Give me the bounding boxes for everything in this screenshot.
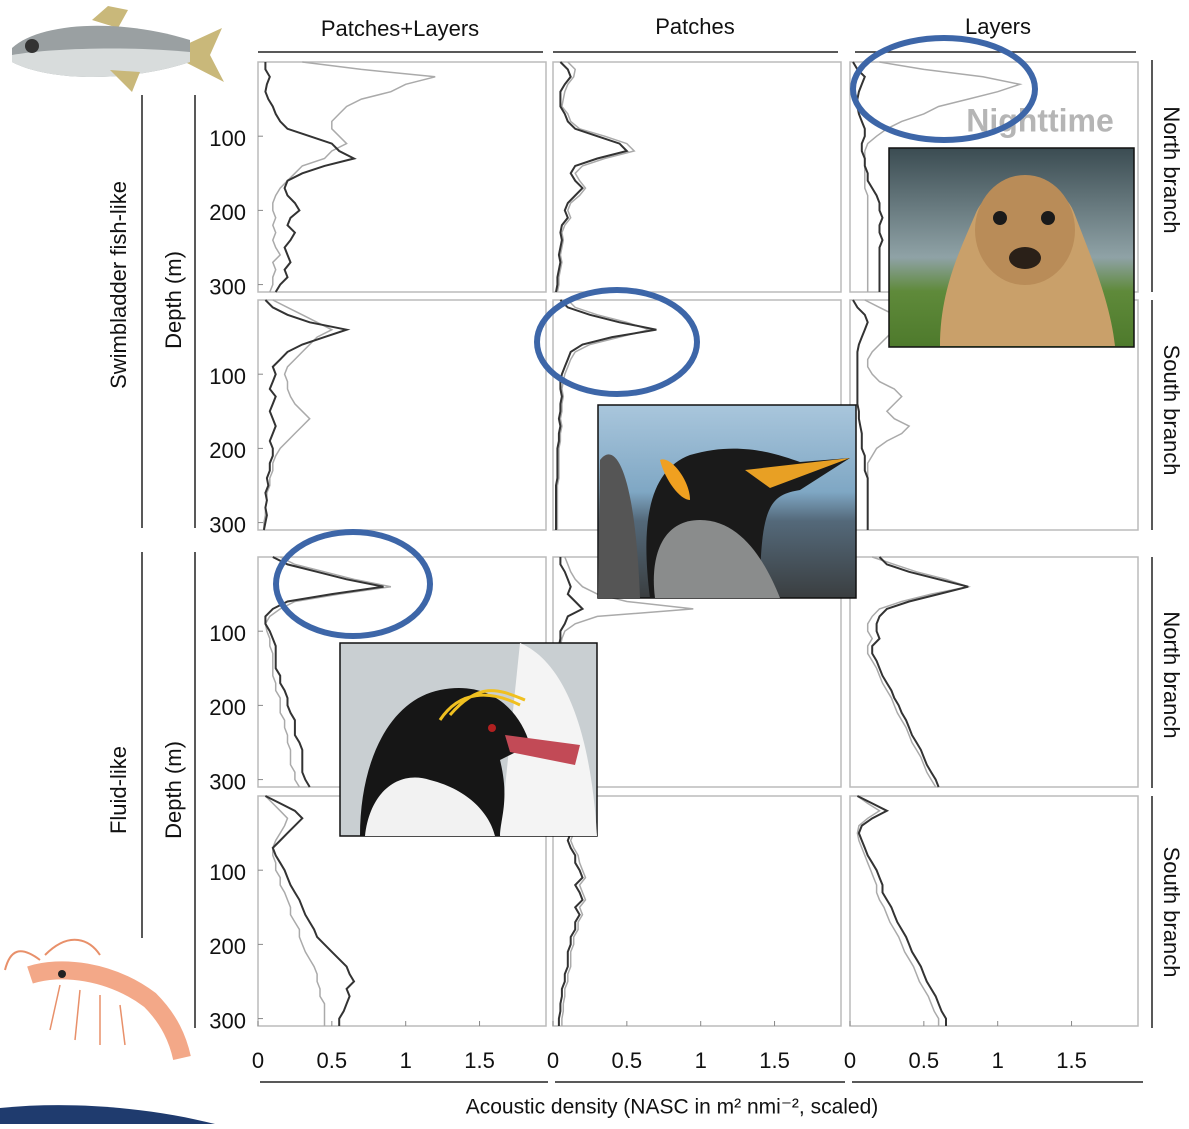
x-tick-label: 0.5 — [317, 1048, 348, 1073]
y-tick-label: 200 — [209, 934, 246, 959]
profile-line — [264, 556, 384, 788]
y-tick-label: 300 — [209, 274, 246, 299]
profile-line — [556, 61, 636, 293]
panel-frame — [552, 61, 842, 293]
profile-line — [852, 299, 869, 530]
profile-line — [871, 556, 969, 788]
profile-line — [263, 299, 334, 530]
krill-icon — [4, 938, 191, 1061]
y-axis-label: Depth (m) — [161, 251, 186, 349]
x-tick-label: 0.5 — [909, 1048, 940, 1073]
y-tick-label: 100 — [209, 621, 246, 646]
column-title: Layers — [965, 14, 1031, 39]
y-tick-label: 300 — [209, 1008, 246, 1033]
row-label: South branch — [1159, 847, 1184, 978]
y-axis-label: Depth (m) — [161, 741, 186, 839]
row-label: North branch — [1159, 611, 1184, 738]
panel-frame — [552, 795, 842, 1027]
profile-line — [264, 795, 326, 1026]
panel-frame — [257, 299, 547, 531]
y-tick-label: 100 — [209, 364, 246, 389]
king-penguin-photo — [597, 404, 857, 599]
y-tick-label: 200 — [209, 200, 246, 225]
profile-line — [555, 61, 629, 293]
y-tick-label: 300 — [209, 769, 246, 794]
row-label: South branch — [1159, 345, 1184, 476]
x-tick-label: 1.5 — [759, 1048, 790, 1073]
profile-line — [264, 556, 392, 788]
profile-line — [866, 556, 972, 788]
profile-line — [864, 61, 1023, 292]
x-tick-label: 1.5 — [464, 1048, 495, 1073]
x-tick-label: 1 — [695, 1048, 707, 1073]
profile-line — [262, 299, 351, 531]
profile-line — [269, 61, 436, 293]
panel-frame — [849, 556, 1139, 788]
x-tick-label: 1 — [992, 1048, 1004, 1073]
row-label: North branch — [1159, 106, 1184, 233]
profile-line — [856, 795, 947, 1026]
profile-line — [556, 299, 652, 530]
panel-frame — [257, 61, 547, 293]
y-tick-label: 200 — [209, 695, 246, 720]
highlight-ellipses — [273, 35, 1038, 639]
x-axis-label: Acoustic density (NASC in m² nmi⁻², scal… — [466, 1096, 879, 1119]
profile-line — [264, 795, 356, 1026]
fish-icon — [12, 6, 224, 92]
profile-line — [856, 795, 940, 1026]
x-tick-label: 0 — [844, 1048, 856, 1073]
y-tick-label: 200 — [209, 438, 246, 463]
group-label: Swimbladder fish-like — [106, 181, 131, 389]
y-tick-label: 100 — [209, 860, 246, 885]
x-tick-label: 0.5 — [612, 1048, 643, 1073]
y-tick-label: 300 — [209, 512, 246, 537]
column-title: Patches — [655, 14, 735, 39]
panel-frame — [849, 795, 1139, 1027]
profile-line — [264, 62, 357, 293]
x-tick-label: 0 — [547, 1048, 559, 1073]
column-title: Patches+Layers — [321, 16, 479, 41]
x-tick-label: 1 — [400, 1048, 412, 1073]
seal-photo — [888, 147, 1135, 348]
group-label: Fluid-like — [106, 746, 131, 834]
x-tick-label: 1.5 — [1056, 1048, 1087, 1073]
x-tick-label: 0 — [252, 1048, 264, 1073]
column-rules — [141, 51, 1153, 1083]
profile-line — [555, 299, 657, 530]
rockhopper-photo — [339, 642, 598, 837]
y-tick-label: 100 — [209, 126, 246, 151]
corner-accent — [0, 1105, 215, 1124]
